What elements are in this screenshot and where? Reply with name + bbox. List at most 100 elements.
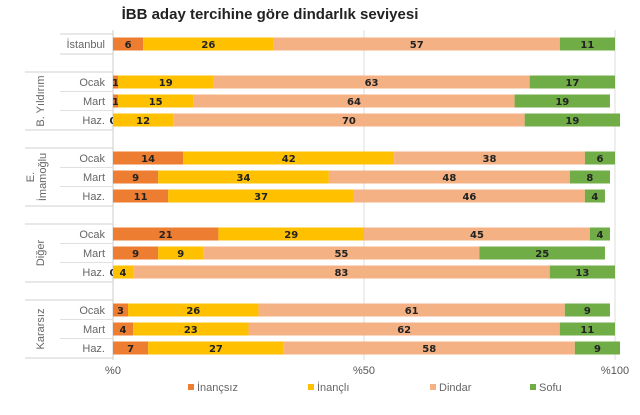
data-label: 23 xyxy=(184,325,198,336)
data-label: 38 xyxy=(483,154,497,165)
x-tick-label: %100 xyxy=(601,365,629,377)
group-label: Diğer xyxy=(35,240,47,267)
data-label: 61 xyxy=(405,306,419,317)
data-label: 11 xyxy=(134,192,148,203)
data-label: 21 xyxy=(159,230,173,241)
data-label: 57 xyxy=(410,40,424,51)
bar-segment-İnançlı xyxy=(118,75,214,89)
data-label: 12 xyxy=(136,116,150,127)
data-label: 4 xyxy=(120,268,127,279)
bar-segment-Dindar xyxy=(273,37,560,51)
row-label: Mart xyxy=(83,324,105,336)
data-label: 9 xyxy=(177,249,184,260)
data-label: 70 xyxy=(342,116,356,127)
bar-segment-İnançlı xyxy=(218,227,364,241)
bar-segment-Dindar xyxy=(248,322,560,336)
legend-label: Dindar xyxy=(439,382,472,394)
data-label: 9 xyxy=(132,173,139,184)
bar-segment-Dindar xyxy=(364,227,590,241)
data-label: 9 xyxy=(132,249,139,260)
data-label: 17 xyxy=(565,78,579,89)
data-label: 1 xyxy=(112,78,119,89)
bar-segment-Sofu xyxy=(569,170,610,184)
data-label: 9 xyxy=(584,306,591,317)
legend-label: İnançsız xyxy=(197,381,238,394)
chart-title: İBB aday tercihine göre dindarlık seviye… xyxy=(121,6,419,23)
x-tick-label: %50 xyxy=(353,365,375,377)
data-label: 11 xyxy=(580,40,594,51)
data-label: 19 xyxy=(555,97,569,108)
group-label: B. Yıldırım xyxy=(35,75,47,126)
row-label: Ocak xyxy=(79,153,105,165)
bar-segment-Sofu xyxy=(514,94,610,108)
data-label: 6 xyxy=(596,154,603,165)
data-label: 8 xyxy=(586,173,593,184)
row-label: İstanbul xyxy=(66,38,105,51)
data-label: 4 xyxy=(120,325,127,336)
data-label: 1 xyxy=(112,97,119,108)
bar-segment-İnançsız xyxy=(113,94,119,108)
data-label: 64 xyxy=(347,97,361,108)
data-label: 48 xyxy=(442,173,456,184)
bar-segment-İnançlı xyxy=(113,265,134,279)
bar-segment-İnançsız xyxy=(113,303,129,317)
row-label: Ocak xyxy=(79,229,105,241)
data-label: 7 xyxy=(127,344,134,355)
bar-segment-İnançsız xyxy=(113,227,219,241)
bar-segment-Dindar xyxy=(133,265,550,279)
bar-segment-Dindar xyxy=(258,303,565,317)
bar-segment-İnançsız xyxy=(113,170,159,184)
data-label: 6 xyxy=(125,40,132,51)
data-label: 4 xyxy=(591,192,598,203)
bar-segment-Dindar xyxy=(394,151,585,165)
bar-segment-İnançsız xyxy=(113,322,134,336)
data-label: 83 xyxy=(334,268,348,279)
data-label: 11 xyxy=(580,325,594,336)
group-label: İmamoğlu xyxy=(36,153,49,201)
data-label: 26 xyxy=(201,40,215,51)
data-label: 25 xyxy=(535,249,549,260)
row-label: Mart xyxy=(83,248,105,260)
data-label: 13 xyxy=(575,268,589,279)
bar-segment-Dindar xyxy=(213,75,530,89)
data-label: 9 xyxy=(594,344,601,355)
data-label: 26 xyxy=(186,306,200,317)
bar-segment-İnançlı xyxy=(158,170,329,184)
data-label: 3 xyxy=(117,306,124,317)
data-label: 19 xyxy=(565,116,579,127)
group-label: Kararsız xyxy=(35,309,47,350)
data-label: 19 xyxy=(159,78,173,89)
data-label: 29 xyxy=(284,230,298,241)
bar-segment-İnançsız xyxy=(113,246,159,260)
bar-segment-İnançlı xyxy=(143,37,274,51)
row-label: Mart xyxy=(83,96,105,108)
legend-swatch xyxy=(188,384,194,390)
bar-segment-İnançlı xyxy=(168,189,354,203)
data-label: 55 xyxy=(334,249,348,260)
bar-segment-İnançlı xyxy=(148,341,284,355)
bar-segment-Sofu xyxy=(524,113,621,127)
data-label: 62 xyxy=(397,325,411,336)
bar-segment-Sofu xyxy=(529,75,615,89)
row-label: Ocak xyxy=(79,77,105,89)
bar-segment-Dindar xyxy=(173,113,525,127)
data-label: 14 xyxy=(141,154,155,165)
data-label: 42 xyxy=(282,154,296,165)
data-label: 4 xyxy=(596,230,603,241)
bar-segment-Sofu xyxy=(559,37,615,51)
bar-segment-İnançsız xyxy=(113,75,119,89)
group-label: E. xyxy=(25,172,37,182)
row-label: Haz. xyxy=(82,191,105,203)
bar-segment-İnançlı xyxy=(113,113,174,127)
legend-swatch xyxy=(308,384,314,390)
legend-swatch xyxy=(430,384,436,390)
bar-segment-Dindar xyxy=(283,341,575,355)
legend-swatch xyxy=(530,384,536,390)
bar-segment-Dindar xyxy=(353,189,585,203)
data-label: 58 xyxy=(422,344,436,355)
bar-segment-Sofu xyxy=(564,303,610,317)
bar-segment-Sofu xyxy=(584,189,605,203)
bar-segment-Sofu xyxy=(584,151,615,165)
